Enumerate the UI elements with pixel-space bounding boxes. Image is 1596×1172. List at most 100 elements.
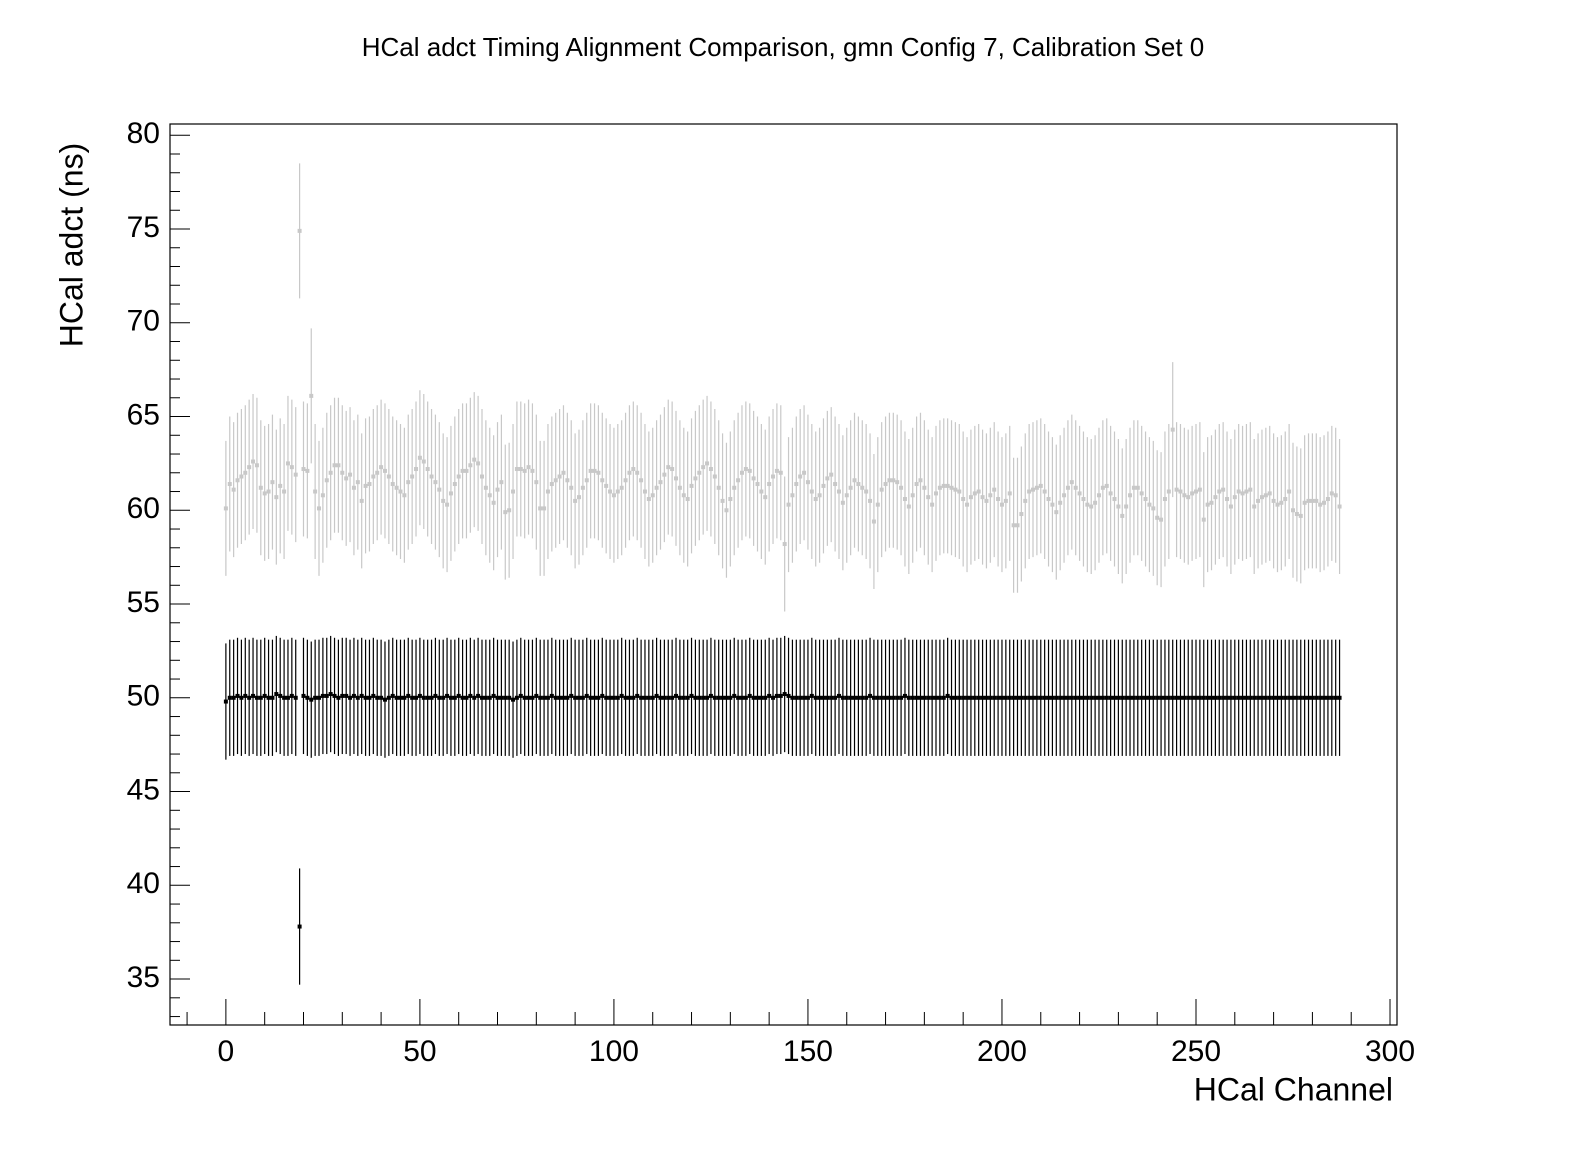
point (1306, 695, 1311, 700)
point (282, 489, 287, 494)
point (922, 485, 927, 490)
point (747, 693, 752, 698)
point (1228, 504, 1233, 509)
point (604, 695, 609, 700)
point (1135, 485, 1140, 490)
point (584, 478, 589, 483)
point (879, 695, 884, 700)
point (623, 478, 628, 483)
point (930, 502, 935, 507)
point (693, 695, 698, 700)
point (223, 699, 228, 704)
point (359, 498, 364, 503)
point (289, 465, 294, 470)
point (1283, 497, 1288, 502)
point (1279, 500, 1284, 505)
point (258, 485, 263, 490)
point (689, 693, 694, 698)
point (895, 695, 900, 700)
point (1263, 695, 1268, 700)
point (1089, 504, 1094, 509)
point (798, 695, 803, 700)
point (1058, 500, 1063, 505)
point (1244, 695, 1249, 700)
point (833, 482, 838, 487)
point (1015, 695, 1020, 700)
frame (169, 123, 1398, 1026)
point (720, 695, 725, 700)
point (1209, 695, 1214, 700)
point (1221, 487, 1226, 492)
point (1112, 695, 1117, 700)
point (1287, 695, 1292, 700)
point (988, 493, 993, 498)
point (1267, 695, 1272, 700)
point (1314, 695, 1319, 700)
y-tick-label: 35 (127, 961, 160, 994)
point (887, 695, 892, 700)
point (941, 483, 946, 488)
point (285, 461, 290, 466)
point (421, 459, 426, 464)
point (934, 491, 939, 496)
point (1042, 489, 1047, 494)
point (763, 495, 768, 500)
point (600, 693, 605, 698)
point (464, 695, 469, 700)
point (708, 693, 713, 698)
point (1337, 504, 1342, 509)
point (902, 693, 907, 698)
point (538, 506, 543, 511)
point (1096, 695, 1101, 700)
point (596, 470, 601, 475)
point (266, 695, 271, 700)
point (367, 482, 372, 487)
point (274, 692, 279, 697)
point (817, 493, 822, 498)
point (794, 482, 799, 487)
point (553, 478, 558, 483)
point (289, 693, 294, 698)
point (848, 485, 853, 490)
point (1174, 695, 1179, 700)
point (1046, 695, 1051, 700)
point (759, 489, 764, 494)
point (507, 695, 512, 700)
point (297, 924, 302, 929)
point (670, 467, 675, 472)
point (1062, 493, 1067, 498)
point (778, 693, 783, 698)
point (534, 693, 539, 698)
point (549, 693, 554, 698)
point (1271, 695, 1276, 700)
point (836, 693, 841, 698)
point (1069, 480, 1074, 485)
point (817, 695, 822, 700)
point (999, 695, 1004, 700)
point (1050, 502, 1055, 507)
point (1318, 502, 1323, 507)
point (642, 695, 647, 700)
point (1108, 695, 1113, 700)
point (1034, 695, 1039, 700)
point (635, 470, 640, 475)
point (1322, 500, 1327, 505)
point (968, 495, 973, 500)
point (755, 695, 760, 700)
point (957, 489, 962, 494)
point (790, 695, 795, 700)
point (1240, 695, 1245, 700)
point (340, 693, 345, 698)
point (1089, 695, 1094, 700)
point (1159, 695, 1164, 700)
point (1069, 695, 1074, 700)
point (619, 485, 624, 490)
point (771, 474, 776, 479)
point (1294, 512, 1299, 517)
x-tick-label: 250 (1171, 1035, 1221, 1068)
point (305, 468, 310, 473)
point (1093, 695, 1098, 700)
point (712, 474, 717, 479)
point (992, 487, 997, 492)
point (1259, 695, 1264, 700)
